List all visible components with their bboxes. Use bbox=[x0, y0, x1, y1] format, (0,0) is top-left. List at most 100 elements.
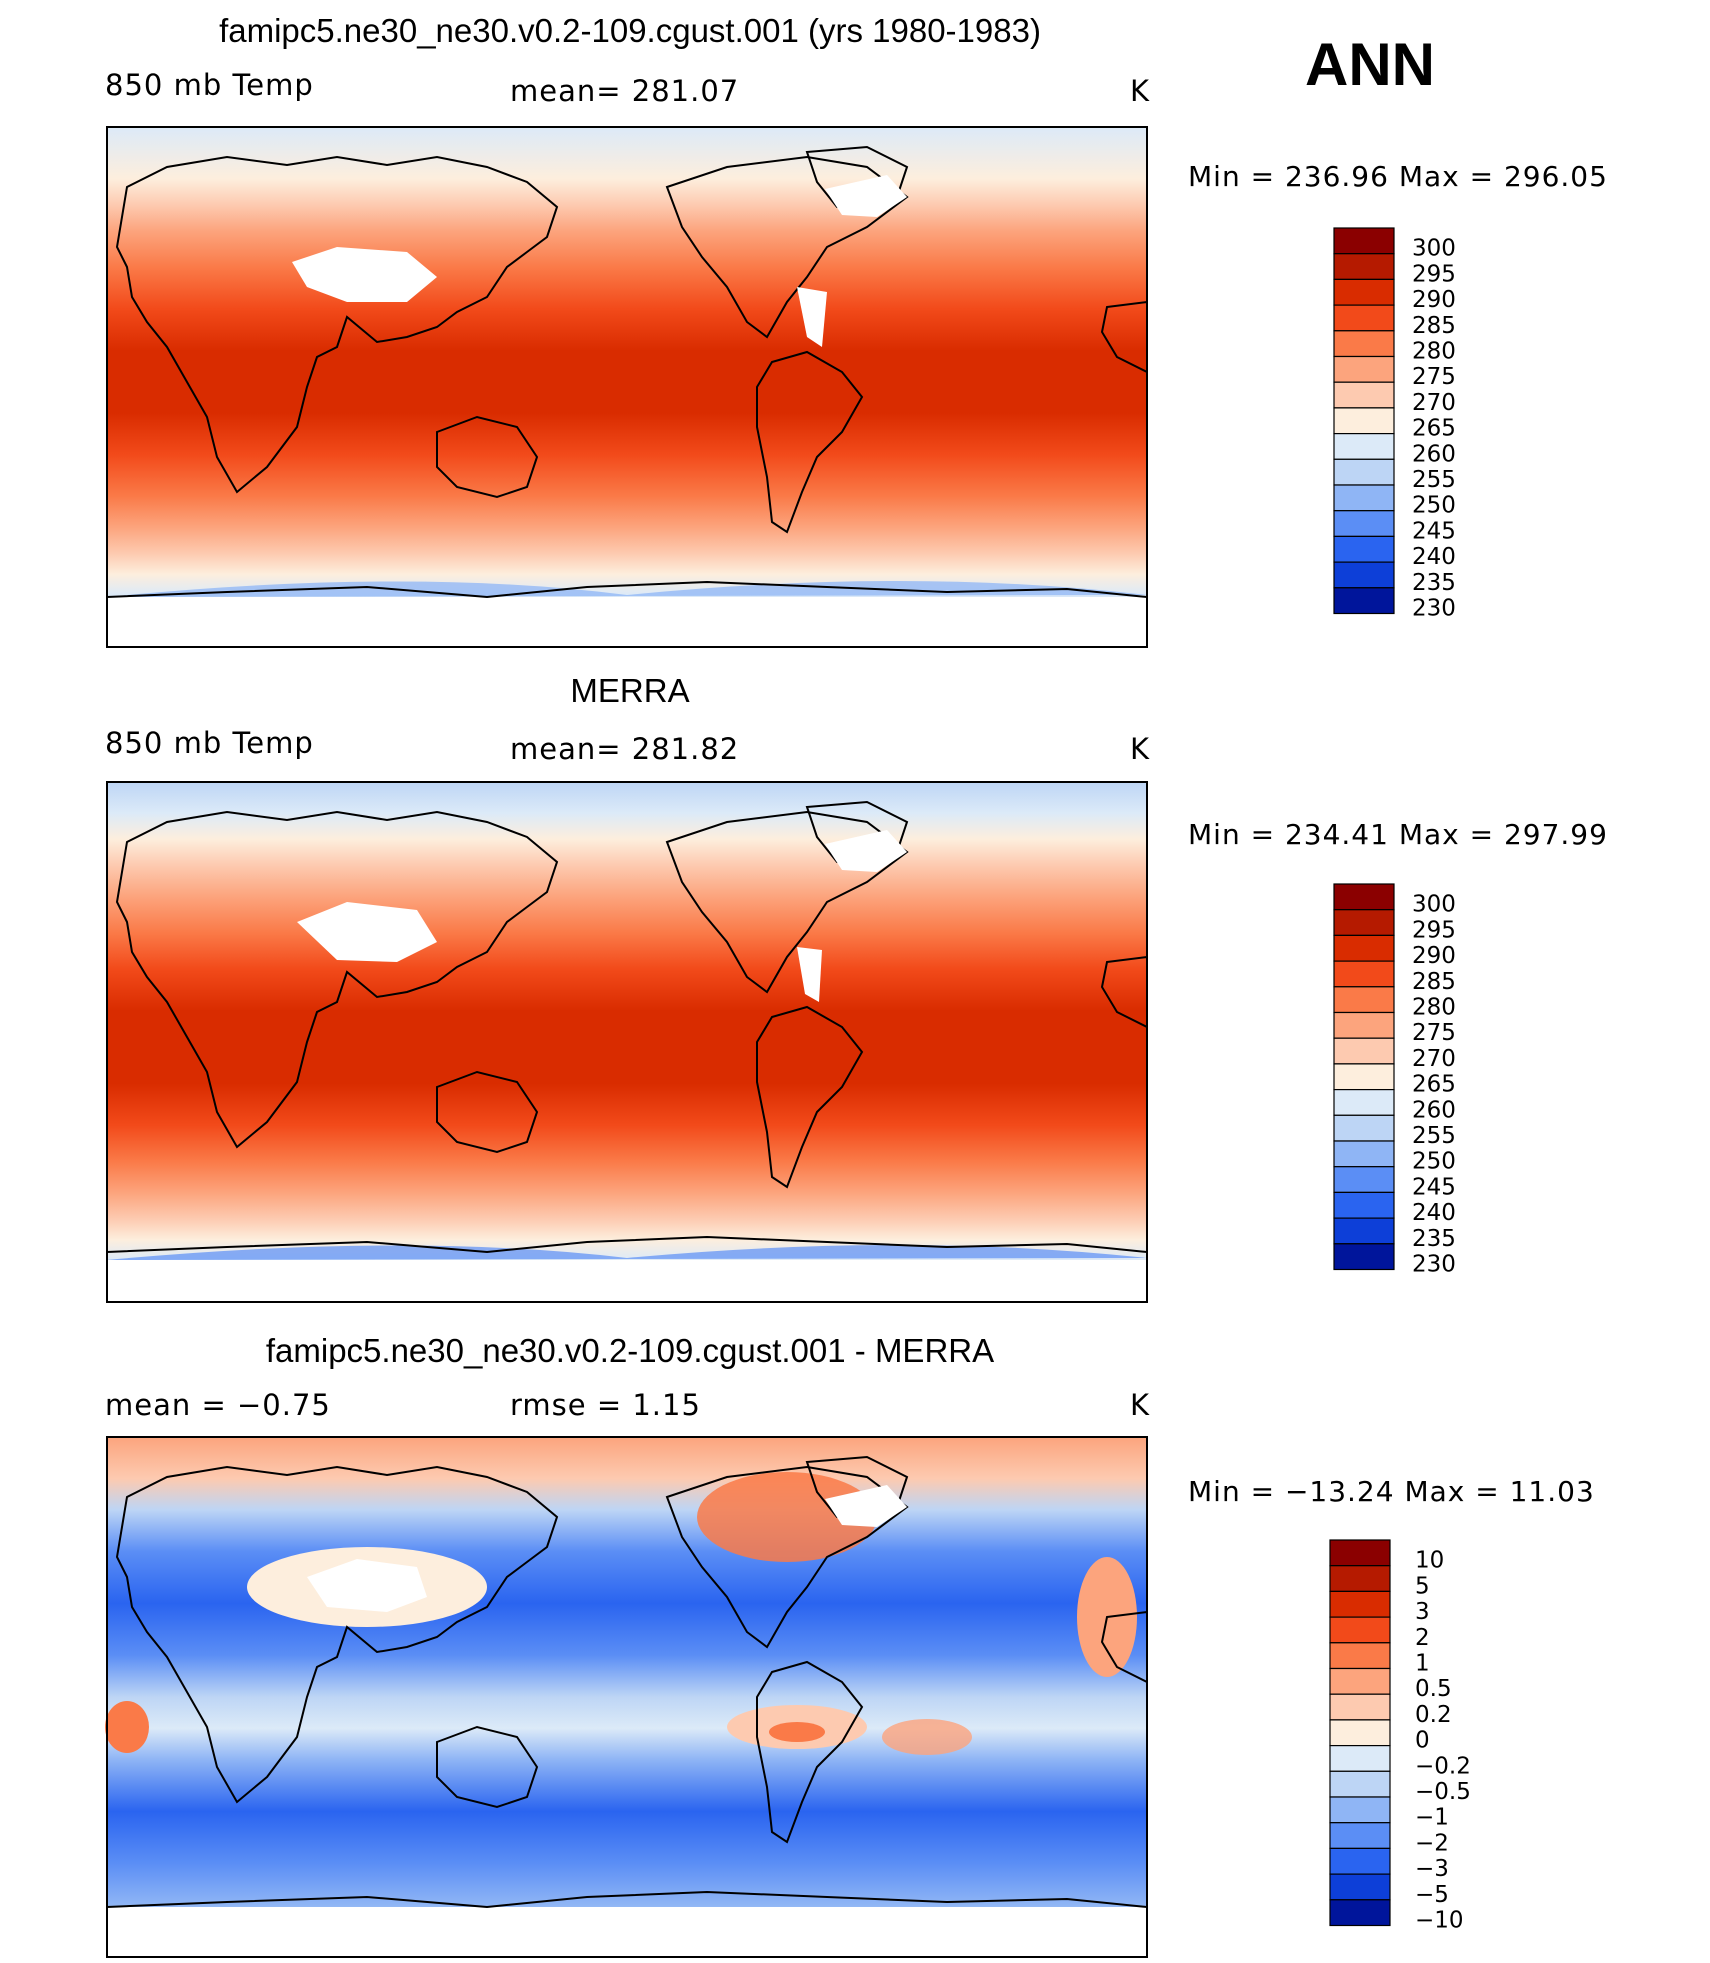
colorbar-swatch bbox=[1333, 909, 1395, 937]
panel-1-colorbar: 3002952902852802752702652602552502452402… bbox=[1333, 227, 1456, 622]
panel-3-title: famipc5.ne30_ne30.v0.2-109.cgust.001 - M… bbox=[265, 1332, 995, 1369]
colorbar-tick-label: 270 bbox=[1412, 1046, 1456, 1072]
colorbar-tick-label: 300 bbox=[1412, 892, 1456, 918]
colorbar-tick-label: 260 bbox=[1412, 1097, 1456, 1123]
colorbar-swatch bbox=[1333, 587, 1395, 615]
colorbar-swatch bbox=[1333, 433, 1395, 460]
panel-3-map bbox=[105, 1436, 1148, 1958]
colorbar-swatch bbox=[1329, 1873, 1391, 1901]
colorbar-tick-label: 5 bbox=[1415, 1573, 1430, 1599]
colorbar-tick-label: 230 bbox=[1412, 596, 1456, 622]
colorbar-swatch bbox=[1333, 960, 1395, 988]
panel-2-mean-label: mean= 281.82 bbox=[510, 732, 740, 766]
colorbar-swatch bbox=[1333, 934, 1395, 962]
colorbar-tick-label: 245 bbox=[1412, 518, 1456, 544]
colorbar-swatch bbox=[1329, 1822, 1391, 1849]
colorbar-swatch bbox=[1333, 1088, 1395, 1116]
colorbar-tick-label: 3 bbox=[1415, 1599, 1430, 1625]
colorbar-swatch bbox=[1333, 458, 1395, 486]
colorbar-swatch bbox=[1333, 278, 1395, 306]
colorbar-tick-label: 290 bbox=[1412, 287, 1456, 313]
colorbar-tick-label: 255 bbox=[1412, 467, 1456, 493]
colorbar-swatch bbox=[1333, 1191, 1395, 1219]
colorbar-tick-label: 0.2 bbox=[1415, 1702, 1452, 1728]
season-label: ANN bbox=[1305, 31, 1435, 98]
colorbar-swatch bbox=[1333, 986, 1395, 1014]
colorbar-swatch bbox=[1333, 1037, 1395, 1065]
colorbar-tick-label: 280 bbox=[1412, 995, 1456, 1021]
panel-1-units-label: K bbox=[1130, 74, 1151, 108]
colorbar-tick-label: 235 bbox=[1412, 1226, 1456, 1252]
panel-2-colorbar: 3002952902852802752702652602552502452402… bbox=[1333, 883, 1456, 1278]
panel-2-map bbox=[106, 781, 1148, 1303]
colorbar-tick-label: 240 bbox=[1412, 544, 1456, 570]
colorbar-tick-label: 275 bbox=[1412, 1020, 1456, 1046]
colorbar-swatch bbox=[1333, 1011, 1395, 1039]
colorbar-swatch bbox=[1329, 1796, 1391, 1824]
colorbar-swatch bbox=[1329, 1693, 1391, 1721]
colorbar-swatch bbox=[1333, 1217, 1395, 1245]
colorbar-swatch bbox=[1329, 1744, 1391, 1772]
colorbar-swatch bbox=[1333, 561, 1395, 589]
colorbar-swatch bbox=[1329, 1565, 1391, 1592]
colorbar-swatch bbox=[1329, 1847, 1391, 1875]
colorbar-tick-label: 240 bbox=[1412, 1200, 1456, 1226]
panel-2-minmax: Min = 234.41 Max = 297.99 bbox=[1188, 818, 1608, 851]
colorbar-tick-label: 265 bbox=[1412, 416, 1456, 442]
colorbar-tick-label: 250 bbox=[1412, 1149, 1456, 1175]
colorbar-tick-label: 280 bbox=[1412, 339, 1456, 365]
colorbar-swatch bbox=[1333, 304, 1395, 332]
panel-3-units-label: K bbox=[1130, 1388, 1151, 1422]
colorbar-tick-label: 295 bbox=[1412, 917, 1456, 943]
colorbar-swatch bbox=[1329, 1642, 1391, 1670]
colorbar-tick-label: 300 bbox=[1412, 236, 1456, 262]
colorbar-tick-label: 270 bbox=[1412, 390, 1456, 416]
colorbar-swatch bbox=[1329, 1667, 1391, 1695]
colorbar-swatch bbox=[1333, 883, 1395, 911]
colorbar-swatch bbox=[1329, 1590, 1391, 1618]
colorbar-swatch bbox=[1329, 1899, 1391, 1927]
colorbar-swatch bbox=[1333, 1063, 1395, 1091]
colorbar-tick-label: −5 bbox=[1415, 1882, 1449, 1908]
colorbar-tick-label: 230 bbox=[1412, 1252, 1456, 1278]
colorbar-swatch bbox=[1333, 253, 1395, 280]
colorbar-tick-label: 285 bbox=[1412, 313, 1456, 339]
colorbar-swatch bbox=[1333, 484, 1395, 512]
colorbar-tick-label: −2 bbox=[1415, 1830, 1449, 1856]
colorbar-tick-label: 10 bbox=[1415, 1548, 1444, 1574]
panel-2-variable-label: 850 mb Temp bbox=[105, 726, 314, 760]
colorbar-tick-label: 245 bbox=[1412, 1174, 1456, 1200]
colorbar-tick-label: 1 bbox=[1415, 1651, 1430, 1677]
colorbar-tick-label: 250 bbox=[1412, 493, 1456, 519]
colorbar-swatch bbox=[1329, 1616, 1391, 1644]
colorbar-swatch bbox=[1329, 1539, 1391, 1567]
colorbar-swatch bbox=[1333, 381, 1395, 409]
colorbar-swatch bbox=[1333, 535, 1395, 563]
panel-3-rmse-label: rmse = 1.15 bbox=[510, 1388, 701, 1422]
colorbar-tick-label: −0.2 bbox=[1415, 1753, 1471, 1779]
colorbar-swatch bbox=[1333, 330, 1395, 358]
panel-1-map bbox=[106, 126, 1148, 648]
colorbar-tick-label: −10 bbox=[1415, 1908, 1464, 1934]
colorbar-tick-label: 285 bbox=[1412, 969, 1456, 995]
colorbar-swatch bbox=[1333, 1243, 1395, 1271]
colorbar-tick-label: −3 bbox=[1415, 1856, 1449, 1882]
colorbar-tick-label: 265 bbox=[1412, 1072, 1456, 1098]
colorbar-swatch bbox=[1333, 355, 1395, 383]
colorbar-swatch bbox=[1329, 1770, 1391, 1798]
panel-1-variable-label: 850 mb Temp bbox=[105, 68, 314, 102]
panel-2-title: MERRA bbox=[570, 672, 690, 709]
colorbar-swatch bbox=[1329, 1719, 1391, 1747]
panel-3-mean-label: mean = −0.75 bbox=[105, 1388, 331, 1422]
panel-1-mean-label: mean= 281.07 bbox=[510, 74, 740, 108]
colorbar-tick-label: 2 bbox=[1415, 1625, 1430, 1651]
colorbar-tick-label: 255 bbox=[1412, 1123, 1456, 1149]
colorbar-swatch bbox=[1333, 1140, 1395, 1168]
colorbar-swatch bbox=[1333, 227, 1395, 255]
colorbar-swatch bbox=[1333, 510, 1395, 538]
colorbar-tick-label: 0 bbox=[1415, 1728, 1430, 1754]
colorbar-swatch bbox=[1333, 1114, 1395, 1142]
colorbar-tick-label: 275 bbox=[1412, 364, 1456, 390]
